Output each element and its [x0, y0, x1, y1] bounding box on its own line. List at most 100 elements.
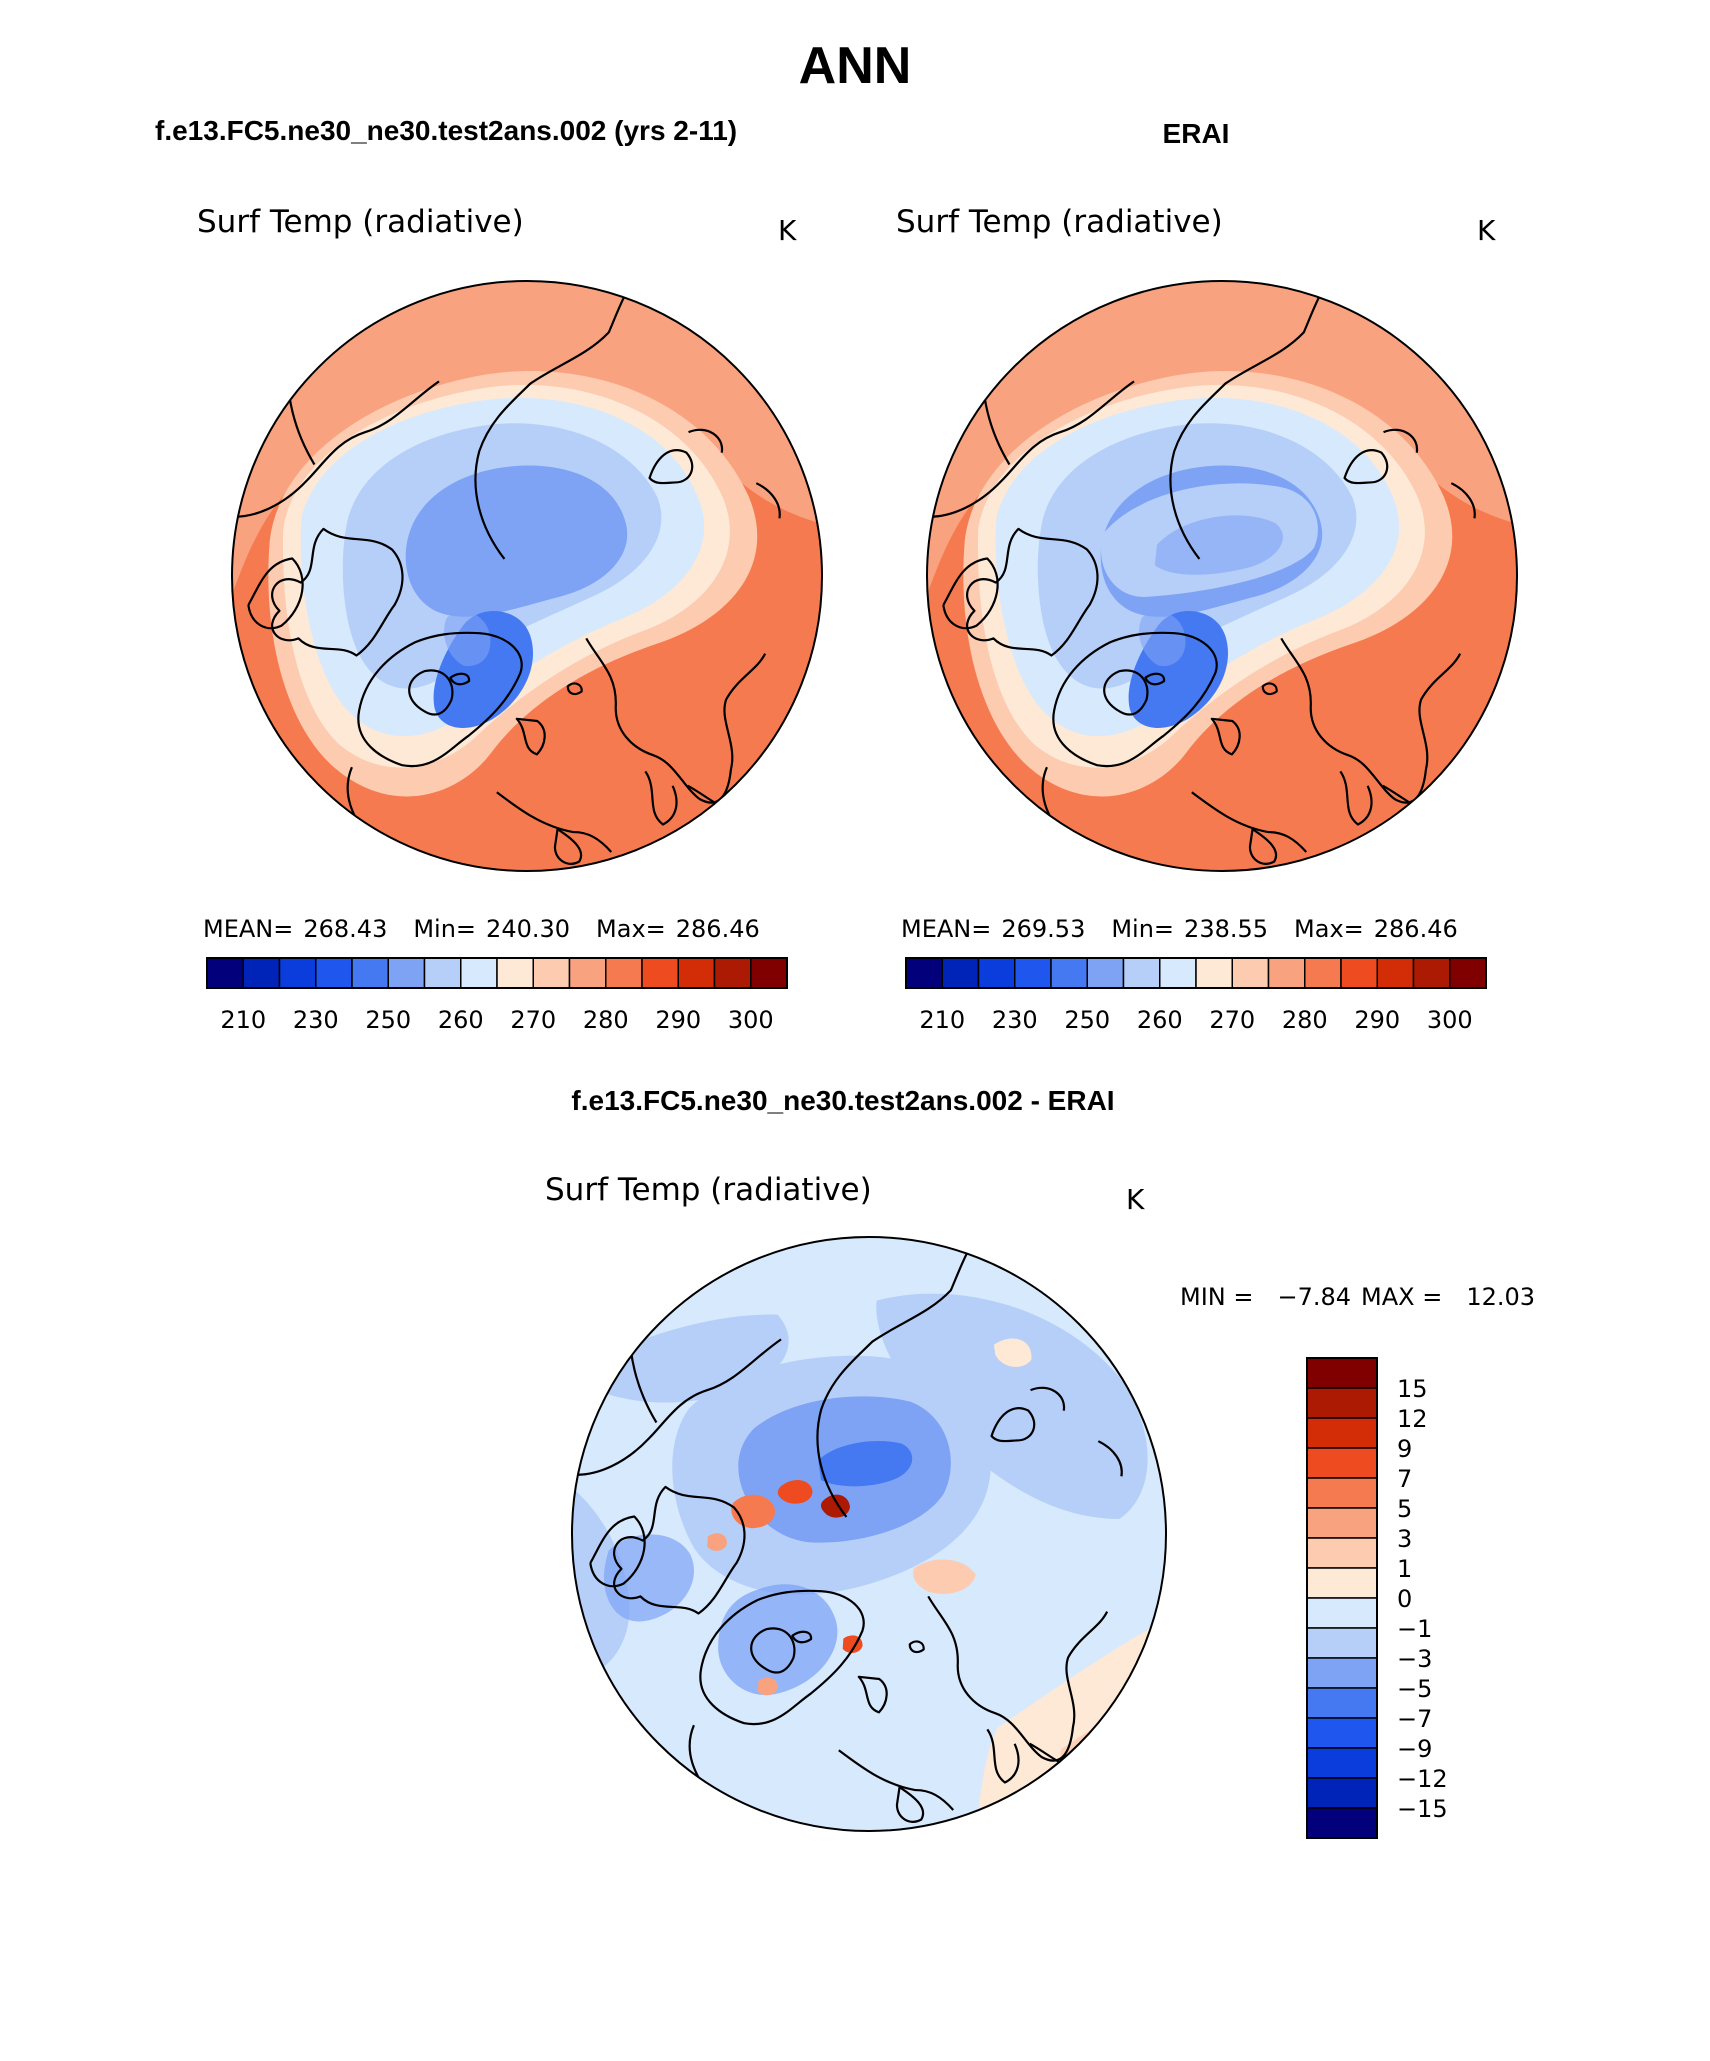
- panel-model-colorbar-swatch: [242, 957, 281, 989]
- panel-obs-colorbar-swatch: [1376, 957, 1415, 989]
- panel-diff-colorbar-tick-label: 0: [1397, 1585, 1412, 1613]
- panel-model-title: Surf Temp (radiative): [197, 204, 524, 240]
- panel-obs-colorbar-swatch: [1195, 957, 1233, 989]
- panel-diff-colorbar-swatch: [1306, 1807, 1378, 1839]
- panel-obs-colorbar-swatch: [977, 957, 1016, 989]
- panel-obs-colorbar-tick-label: 290: [1354, 1006, 1400, 1034]
- panel-model-colorbar-swatch: [460, 957, 498, 989]
- panel-obs-colorbar-tick-label: 270: [1209, 1006, 1255, 1034]
- panel-model-colorbar-tick-label: 230: [293, 1006, 339, 1034]
- panel-obs-map-border: [926, 280, 1518, 872]
- panel-obs-stats: MEAN= 269.53 Min= 238.55 Max= 286.46: [901, 915, 1458, 943]
- panel-diff-colorbar-frame: [1306, 1357, 1378, 1839]
- panel-model-mean: 268.43: [303, 915, 387, 943]
- panel-model-colorbar-swatch: [641, 957, 679, 989]
- panel-model-colorbar-swatch: [423, 957, 462, 989]
- panel-obs-max: 286.46: [1374, 915, 1458, 943]
- panel-model-colorbar-swatch: [532, 957, 571, 989]
- panel-obs-colorbar-tick-label: 300: [1427, 1006, 1473, 1034]
- panel-obs-colorbar-swatch: [1267, 957, 1306, 989]
- panel-obs-colorbar-swatch: [1050, 957, 1088, 989]
- panel-diff-colorbar-swatch: [1306, 1387, 1378, 1419]
- panel-model-colorbar-tick-label: 280: [583, 1006, 629, 1034]
- panel-diff-colorbar-swatch: [1306, 1747, 1378, 1779]
- panel-model-colorbar: 210 230 250 260 270 280 290 300: [206, 957, 788, 1034]
- panel-diff-colorbar-tick-label: 15: [1397, 1375, 1428, 1403]
- panel-model-colorbar-swatch: [568, 957, 607, 989]
- panel-model-colorbar-swatch: [387, 957, 426, 989]
- panel-obs-case-title: ERAI: [1163, 118, 1230, 149]
- panel-diff-colorbar-tick-label: −3: [1397, 1645, 1432, 1673]
- panel-obs-title: Surf Temp (radiative): [896, 204, 1223, 240]
- panel-diff-colorbar-swatch: [1306, 1717, 1378, 1749]
- panel-model-max-label: Max=: [596, 915, 666, 943]
- panel-diff-colorbar-tick-label: 5: [1397, 1495, 1412, 1523]
- panel-diff-colorbar-swatch: [1306, 1507, 1378, 1539]
- panel-obs-colorbar-swatch: [1304, 957, 1342, 989]
- panel-obs-colorbar-swatch: [1122, 957, 1161, 989]
- panel-model-colorbar-tick-label: 260: [438, 1006, 484, 1034]
- panel-obs-max-label: Max=: [1294, 915, 1364, 943]
- panel-diff-colorbar-swatch: [1306, 1627, 1378, 1659]
- panel-obs-colorbar-swatch: [1086, 957, 1125, 989]
- panel-obs-colorbar-tick-label: 230: [992, 1006, 1038, 1034]
- panel-model-min: 240.30: [486, 915, 570, 943]
- panel-diff-colorbar-swatch: [1306, 1537, 1378, 1569]
- panel-diff-title: Surf Temp (radiative): [545, 1172, 872, 1208]
- panel-diff-colorbar-swatch: [1306, 1657, 1378, 1689]
- panel-diff-colorbar-swatch: [1306, 1777, 1378, 1809]
- panel-model-colorbar-swatch: [351, 957, 389, 989]
- panel-model-case-title: f.e13.FC5.ne30_ne30.test2ans.002 (yrs 2-…: [155, 115, 737, 146]
- panel-model-mean-label: MEAN=: [203, 915, 293, 943]
- panel-diff-colorbar-swatch: [1306, 1357, 1378, 1389]
- panel-model: f.e13.FC5.ne30_ne30.test2ans.002 (yrs 2-…: [155, 115, 823, 1034]
- panel-diff-colorbar-tick-label: 1: [1397, 1555, 1412, 1583]
- panel-obs-mean: 269.53: [1001, 915, 1085, 943]
- panel-diff-colorbar-tick-label: 3: [1397, 1525, 1412, 1553]
- panel-model-colorbar-tick-label: 250: [365, 1006, 411, 1034]
- panel-diff-colorbar-tick-label: −1: [1397, 1615, 1432, 1643]
- panel-model-min-label: Min=: [413, 915, 476, 943]
- panel-model-colorbar-tick-label: 290: [655, 1006, 701, 1034]
- panel-diff-colorbar-swatch: [1306, 1687, 1378, 1719]
- panel-model-stats: MEAN= 268.43 Min= 240.30 Max= 286.46: [203, 915, 760, 943]
- panel-model-colorbar-tick-label: 210: [220, 1006, 266, 1034]
- panel-diff-map: [572, 1237, 1166, 1831]
- panel-obs-min: 238.55: [1184, 915, 1268, 943]
- panel-diff-colorbar-tick-label: 12: [1397, 1405, 1428, 1433]
- panel-obs-colorbar-swatch: [1412, 957, 1451, 989]
- panel-diff: f.e13.FC5.ne30_ne30.test2ans.002 - ERAI …: [545, 1085, 1535, 1839]
- panel-model-colorbar-swatch: [206, 957, 244, 989]
- panel-model-map: [232, 281, 822, 871]
- panel-diff-case-title: f.e13.FC5.ne30_ne30.test2ans.002 - ERAI: [571, 1085, 1114, 1116]
- panel-obs-min-label: Min=: [1111, 915, 1174, 943]
- panel-diff-max-label: MAX =: [1361, 1283, 1442, 1311]
- panel-model-colorbar-tick-label: 300: [728, 1006, 774, 1034]
- panel-obs-units: K: [1477, 214, 1496, 247]
- panel-diff-colorbar-tick-label: −7: [1397, 1705, 1432, 1733]
- panel-diff-min: −7.84: [1277, 1283, 1351, 1311]
- panel-obs-colorbar-tick-label: 260: [1137, 1006, 1183, 1034]
- panel-diff-colorbar-tick-label: −15: [1397, 1795, 1448, 1823]
- panel-model-colorbar-swatch: [750, 957, 788, 989]
- panel-diff-stats: MIN = −7.84 MAX = 12.03: [1180, 1283, 1535, 1311]
- panel-model-colorbar-swatch: [315, 957, 353, 989]
- panel-diff-colorbar-tick-label: −5: [1397, 1675, 1432, 1703]
- panel-diff-colorbar-swatch: [1306, 1417, 1378, 1449]
- panel-model-colorbar-swatch: [278, 957, 317, 989]
- panel-obs-colorbar-swatch: [941, 957, 980, 989]
- panel-diff-colorbar-tick-label: −12: [1397, 1765, 1448, 1793]
- panel-diff-colorbar-tick-label: −9: [1397, 1735, 1432, 1763]
- panel-model-colorbar-swatch: [496, 957, 534, 989]
- panel-diff-colorbar-tick-label: 9: [1397, 1435, 1412, 1463]
- page-title: ANN: [799, 37, 912, 95]
- panel-obs-colorbar-swatch: [1014, 957, 1052, 989]
- panel-model-colorbar-swatch: [605, 957, 643, 989]
- panel-obs-colorbar-swatch: [1231, 957, 1270, 989]
- panel-diff-units: K: [1126, 1183, 1145, 1216]
